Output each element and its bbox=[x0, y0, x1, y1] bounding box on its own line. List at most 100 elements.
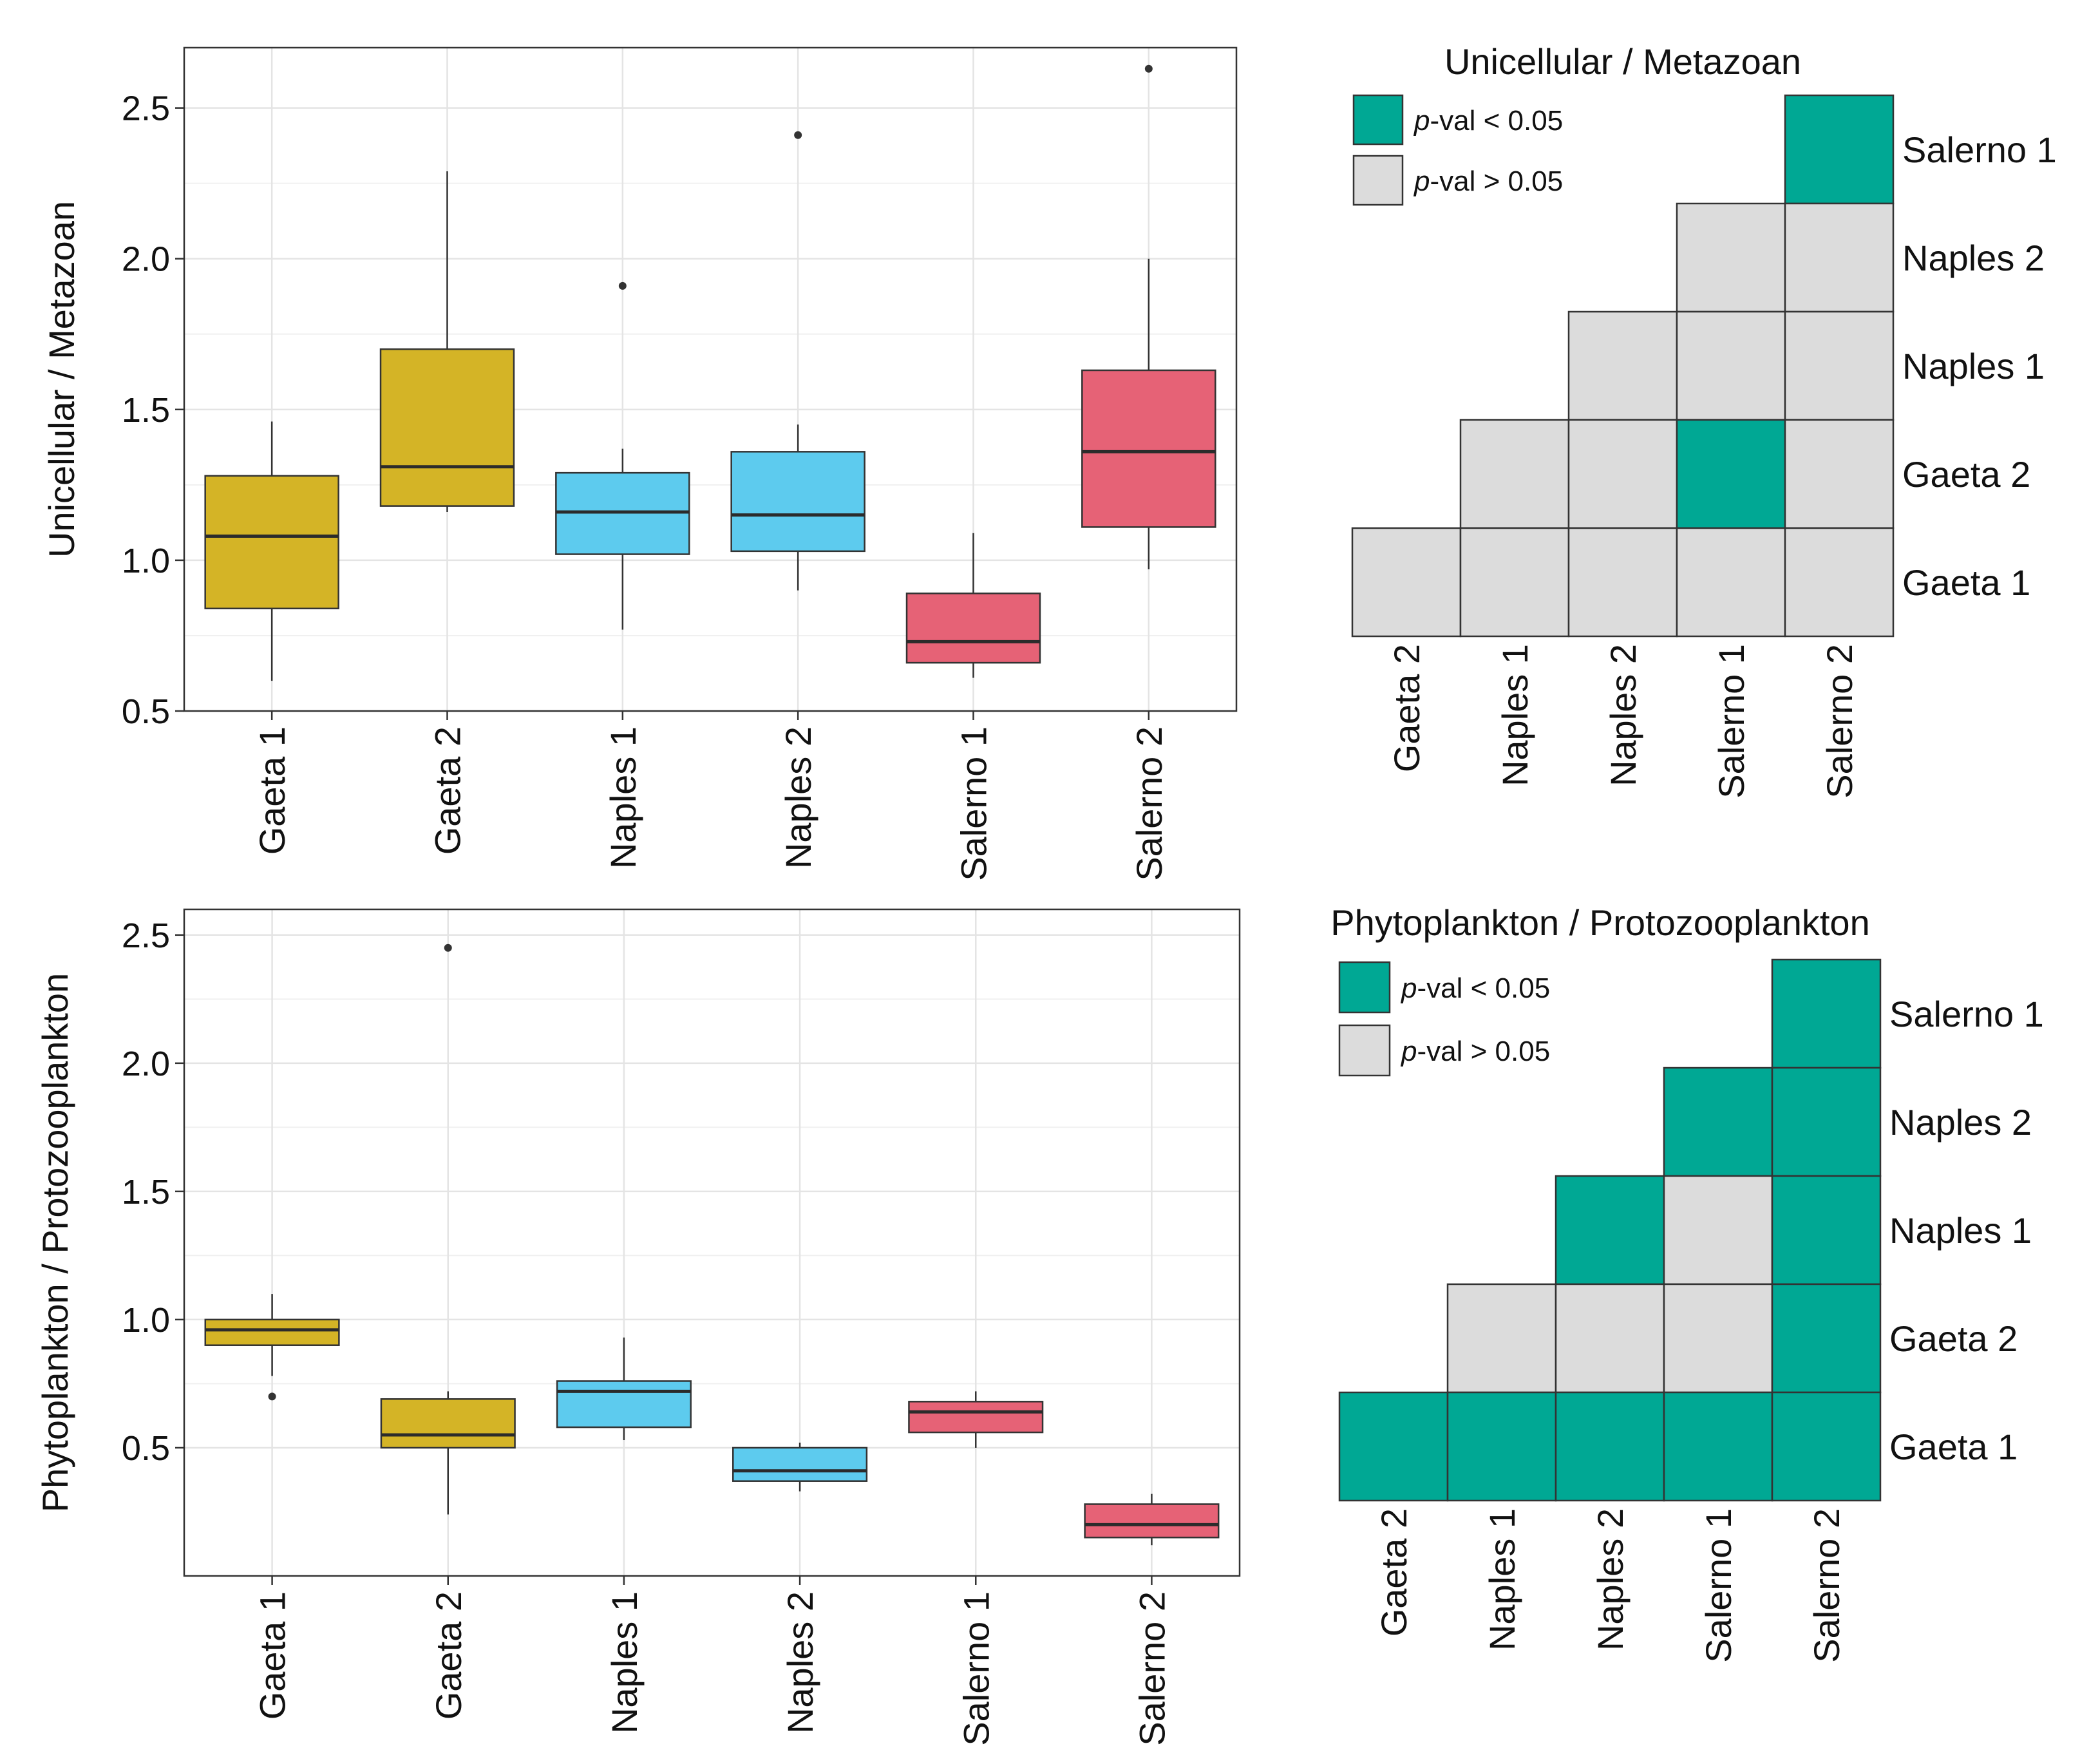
legend-swatch bbox=[1338, 1024, 1391, 1077]
cell-gaeta-1-vs-salerno-1 bbox=[1676, 527, 1786, 638]
box-naples-2 bbox=[730, 131, 865, 591]
y-tick-label: 2.0 bbox=[122, 240, 170, 279]
box-gaeta-1 bbox=[204, 421, 339, 681]
iqr-box bbox=[905, 593, 1041, 664]
iqr-box bbox=[379, 348, 515, 507]
box-naples-2 bbox=[732, 1443, 868, 1492]
legend-label: p-val < 0.05 bbox=[1413, 105, 1563, 137]
row-label: Naples 1 bbox=[1889, 1210, 2032, 1251]
iqr-box bbox=[204, 475, 339, 610]
iqr-box bbox=[1081, 369, 1216, 528]
cell-naples-1-vs-salerno-1 bbox=[1663, 1175, 1773, 1285]
legend-item: p-val > 0.05 bbox=[1352, 155, 1563, 206]
x-tick-label: Gaeta 1 bbox=[252, 726, 292, 855]
legend-label-text: -val > 0.05 bbox=[1430, 166, 1563, 197]
cell-salerno-1-vs-salerno-2 bbox=[1784, 94, 1895, 205]
x-tick-label: Naples 1 bbox=[604, 1591, 645, 1734]
heatmap-title: Phytoplankton / Protozooplankton bbox=[1330, 902, 1869, 943]
legend-label-italic: p bbox=[1400, 972, 1417, 1004]
outlier-point bbox=[618, 281, 627, 290]
column-label: Gaeta 2 bbox=[1374, 1508, 1414, 1636]
column-label: Naples 1 bbox=[1495, 644, 1535, 786]
cell-gaeta-1-vs-gaeta-2 bbox=[1338, 1391, 1449, 1502]
cell-naples-1-vs-salerno-2 bbox=[1784, 310, 1895, 421]
cell-naples-1-vs-naples-2 bbox=[1555, 1175, 1665, 1285]
panel-border bbox=[183, 908, 1241, 1577]
cell-salerno-1-vs-salerno-2 bbox=[1771, 958, 1882, 1069]
box-gaeta-2 bbox=[380, 944, 516, 1515]
box-salerno-2 bbox=[1081, 64, 1216, 569]
heatmap-title: Unicellular / Metazoan bbox=[1444, 41, 1801, 82]
legend-label-italic: p bbox=[1413, 105, 1430, 137]
x-tick-label: Salerno 1 bbox=[954, 726, 994, 881]
legend-label: p-val < 0.05 bbox=[1400, 972, 1550, 1004]
legend-label-text: -val < 0.05 bbox=[1430, 105, 1563, 137]
cell-gaeta-1-vs-gaeta-2 bbox=[1351, 527, 1462, 638]
cell-gaeta-1-vs-salerno-1 bbox=[1663, 1391, 1773, 1502]
y-tick-label: 2.5 bbox=[122, 90, 170, 128]
box-salerno-1 bbox=[905, 533, 1041, 678]
cell-naples-2-vs-salerno-1 bbox=[1676, 202, 1786, 313]
iqr-box bbox=[380, 1398, 516, 1449]
row-label: Gaeta 1 bbox=[1902, 562, 2030, 603]
row-label: Salerno 1 bbox=[1889, 994, 2044, 1034]
cell-gaeta-2-vs-salerno-1 bbox=[1676, 419, 1786, 529]
x-tick-label: Salerno 1 bbox=[956, 1591, 996, 1746]
box-salerno-1 bbox=[908, 1391, 1044, 1448]
boxplot-panel-1: 0.5 1.0 1.5 2.0 2.5 Gaeta 1 Gaeta 2 Naples 1 Nap… bbox=[35, 908, 1241, 1746]
cell-gaeta-1-vs-naples-1 bbox=[1459, 527, 1570, 638]
legend-item: p-val < 0.05 bbox=[1338, 961, 1550, 1014]
row-label: Salerno 1 bbox=[1902, 129, 2057, 170]
cell-gaeta-1-vs-salerno-2 bbox=[1784, 527, 1895, 638]
x-tick-label: Naples 1 bbox=[603, 726, 643, 869]
box-gaeta-2 bbox=[379, 171, 515, 512]
column-label: Salerno 2 bbox=[1806, 1508, 1847, 1663]
x-tick-label: Salerno 2 bbox=[1131, 1591, 1172, 1746]
column-label: Naples 2 bbox=[1590, 1508, 1631, 1651]
y-tick-label: 1.0 bbox=[122, 542, 170, 580]
cell-gaeta-1-vs-naples-2 bbox=[1567, 527, 1678, 638]
column-label: Salerno 1 bbox=[1711, 644, 1752, 799]
y-tick-label: 0.5 bbox=[122, 1429, 170, 1468]
x-tick-label: Naples 2 bbox=[780, 1591, 820, 1734]
legend-swatch bbox=[1352, 94, 1404, 146]
cell-naples-2-vs-salerno-1 bbox=[1663, 1067, 1773, 1177]
outlier-point bbox=[794, 131, 802, 139]
legend-label-text: -val < 0.05 bbox=[1417, 972, 1550, 1004]
column-label: Salerno 1 bbox=[1698, 1508, 1739, 1663]
column-label: Salerno 2 bbox=[1819, 644, 1860, 799]
outlier-point bbox=[268, 1392, 276, 1401]
cell-gaeta-2-vs-naples-2 bbox=[1555, 1283, 1665, 1394]
iqr-box bbox=[730, 451, 865, 553]
iqr-box bbox=[204, 1318, 340, 1346]
column-label: Gaeta 2 bbox=[1386, 644, 1427, 772]
x-tick-label: Gaeta 2 bbox=[428, 1591, 469, 1720]
cell-gaeta-1-vs-naples-1 bbox=[1446, 1391, 1557, 1502]
legend-label: p-val > 0.05 bbox=[1400, 1036, 1550, 1067]
cell-gaeta-1-vs-salerno-2 bbox=[1771, 1391, 1882, 1502]
cell-naples-2-vs-salerno-2 bbox=[1784, 202, 1895, 313]
cell-gaeta-1-vs-naples-2 bbox=[1555, 1391, 1665, 1502]
row-label: Naples 2 bbox=[1889, 1102, 2032, 1143]
x-tick-label: Salerno 2 bbox=[1129, 726, 1169, 881]
y-axis-label: Unicellular / Metazoan bbox=[41, 201, 82, 558]
cell-gaeta-2-vs-salerno-1 bbox=[1663, 1283, 1773, 1394]
row-label: Naples 1 bbox=[1902, 346, 2045, 386]
row-label: Gaeta 1 bbox=[1889, 1427, 2018, 1467]
cell-naples-2-vs-salerno-2 bbox=[1771, 1067, 1882, 1177]
cell-gaeta-2-vs-naples-1 bbox=[1446, 1283, 1557, 1394]
box-naples-1 bbox=[555, 281, 690, 630]
y-tick-label: 2.5 bbox=[122, 916, 170, 955]
box-salerno-2 bbox=[1084, 1494, 1220, 1546]
legend-label-italic: p bbox=[1400, 1036, 1417, 1067]
x-tick-label: Gaeta 1 bbox=[252, 1591, 293, 1720]
boxplot-panel-0: 0.5 1.0 1.5 2.0 2.5 Gaeta 1 Gaeta 2 Naples 1 Nap… bbox=[41, 46, 1238, 881]
x-tick-label: Naples 2 bbox=[778, 726, 818, 869]
y-tick-label: 1.0 bbox=[122, 1301, 170, 1340]
row-label: Gaeta 2 bbox=[1902, 454, 2030, 495]
legend-swatch bbox=[1338, 961, 1391, 1014]
cell-gaeta-2-vs-naples-1 bbox=[1459, 419, 1570, 529]
